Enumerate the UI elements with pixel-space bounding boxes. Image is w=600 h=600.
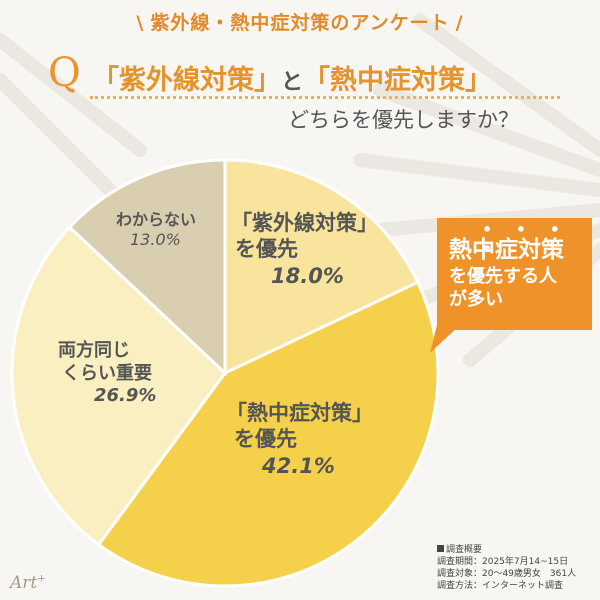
callout-dots: • • • • <box>482 220 569 258</box>
header-slash-left: \ <box>136 12 145 34</box>
survey-header: \ 紫外線・熱中症対策のアンケート / <box>0 8 600 35</box>
question-line2: どちらを優先しますか？ <box>288 108 519 132</box>
brand-logo-plus: + <box>37 573 46 585</box>
slice-label-heatstroke-line1: 「熱中症対策」 <box>226 401 373 425</box>
slice-value-dontknow: 13.0% <box>130 230 181 249</box>
survey-info-method: 調査方法：インターネット調査 <box>437 581 564 592</box>
slice-label-both-line1: 両方同じ <box>58 340 130 361</box>
question-and: と <box>281 70 304 95</box>
pie-slice-both <box>10 225 227 547</box>
question-line1: 「紫外線対策」と「熱中症対策」 <box>92 58 492 97</box>
slice-label-uv: 「紫外線対策」 を優先 18.0% <box>231 210 378 289</box>
slice-value-both: 26.9% <box>94 385 157 406</box>
slice-label-dontknow: わからない 13.0% <box>116 210 196 250</box>
brand-logo: Art+ <box>10 573 46 593</box>
question-dotted-divider <box>90 96 560 99</box>
slice-label-heatstroke-line2: を優先 <box>234 427 297 452</box>
pie-slice-heatstroke <box>96 280 440 588</box>
slice-label-heatstroke: 「熱中症対策」 を優先 42.1% <box>226 400 373 479</box>
slice-label-both: 両方同じ くらい重要 26.9% <box>58 340 156 408</box>
pie-slice-dontknow <box>67 158 227 377</box>
callout-box <box>437 218 592 330</box>
callout-line2: を優先する人 <box>449 266 557 288</box>
callout-line1: 熱中症対策 <box>449 237 564 263</box>
survey-info-title: 調査概要 <box>437 544 576 556</box>
slice-label-uv-line1: 「紫外線対策」 <box>231 211 378 235</box>
survey-info: 調査概要 調査期間：2025年7月14~15日 調査対象：20～49歳男女 36… <box>437 544 576 592</box>
question-option-b: 「熱中症対策」 <box>303 65 493 96</box>
pie-slice-uv <box>223 158 420 376</box>
brand-logo-text: Art <box>10 573 38 593</box>
slice-label-dontknow-line1: わからない <box>116 210 197 229</box>
callout-tail <box>430 325 460 353</box>
slice-label-uv-line2: を優先 <box>235 237 298 262</box>
callout-line3: が多い <box>449 289 503 311</box>
callout-text: 熱中症対策 を優先する人 が多い <box>449 236 564 312</box>
question-option-a: 「紫外線対策」 <box>92 65 281 96</box>
slice-value-heatstroke: 42.1% <box>262 453 335 478</box>
question-letter: Q <box>48 50 81 96</box>
survey-info-period: 調査期間：2025年7月14~15日 <box>437 557 569 568</box>
slice-label-both-line2: くらい重要 <box>62 362 152 384</box>
slice-value-uv: 18.0% <box>271 263 344 288</box>
survey-info-target: 調査対象：20～49歳男女 361人 <box>437 569 577 580</box>
header-slash-right: / <box>455 12 464 34</box>
header-title: 紫外線・熱中症対策のアンケート <box>150 12 450 34</box>
